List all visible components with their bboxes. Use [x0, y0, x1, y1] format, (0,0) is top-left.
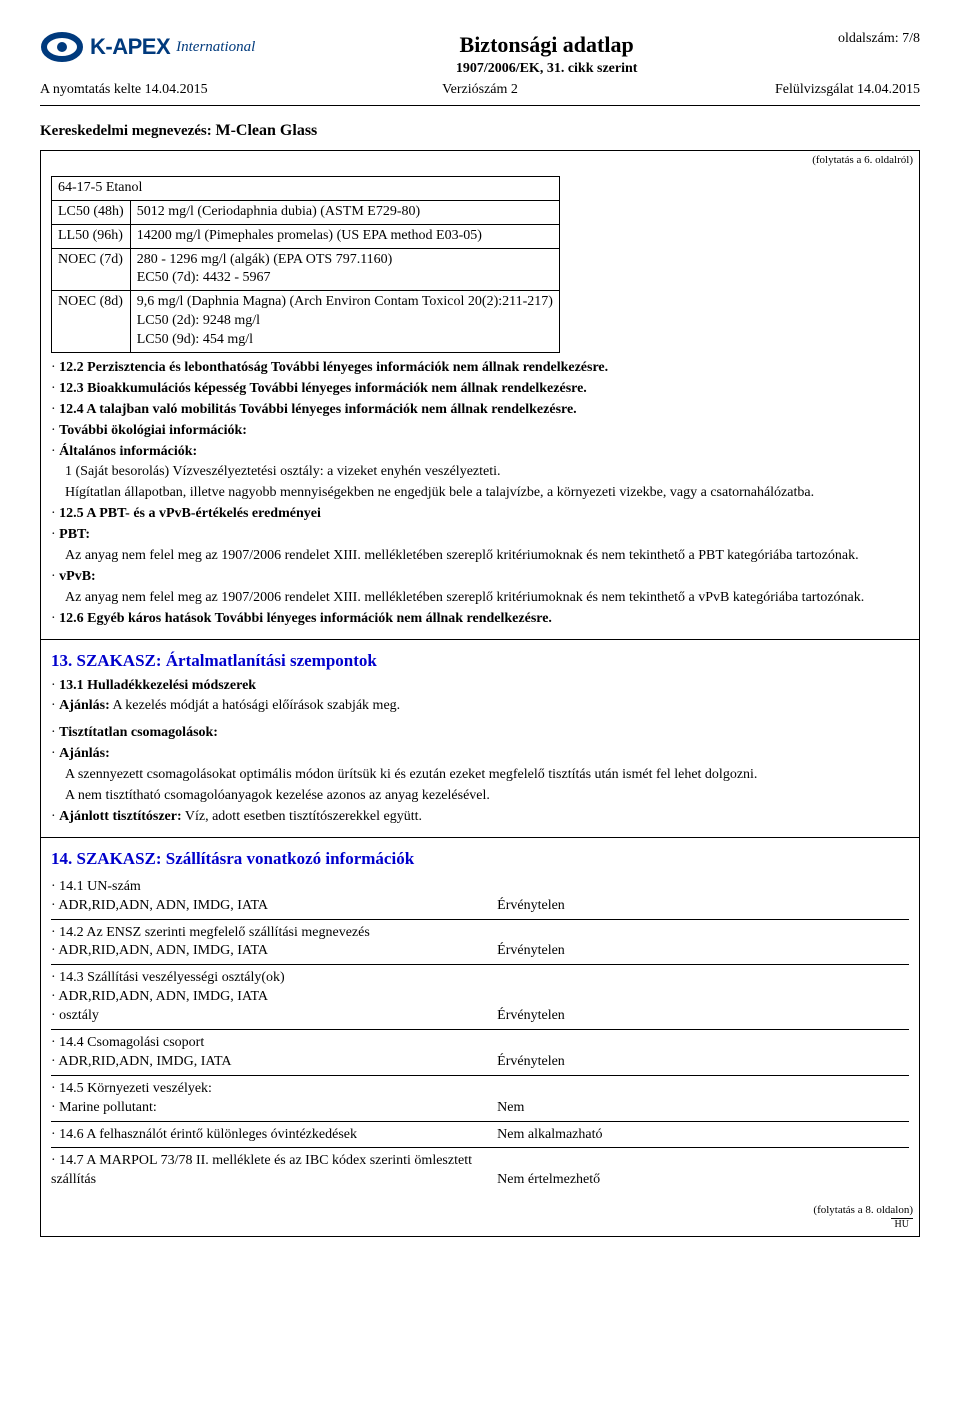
section-14-title: 14. SZAKASZ: Szállításra vonatkozó infor… [51, 848, 909, 871]
shipping-table: 14.1 UN-szám ADR,RID,ADN, ADN, IMDG, IAT… [51, 875, 909, 1193]
eco-label: További ökológiai információk: [59, 423, 247, 438]
pbt-label: PBT: [59, 527, 90, 542]
header-rule [40, 105, 920, 106]
tox-row: NOEC (8d) 9,6 mg/l (Daphnia Magna) (Arch… [52, 291, 560, 353]
rec-text: A kezelés módját a hatósági előírások sz… [112, 698, 400, 713]
vpvb-label: vPvB: [59, 569, 96, 584]
p-12-6: 12.6 Egyéb káros hatások További lényege… [59, 611, 552, 626]
r144-v: Érvénytelen [497, 1029, 909, 1075]
revision: Felülvizsgálat 14.04.2015 [627, 81, 920, 100]
r141-v: Érvénytelen [497, 875, 909, 919]
r147-v: Nem értelmezhető [497, 1148, 909, 1193]
page-header: K-APEX International Biztonsági adatlap … [40, 30, 920, 79]
rec2a: A szennyezett csomagolásokat optimális m… [51, 766, 909, 785]
r144-l2: ADR,RID,ADN, IMDG, IATA [51, 1054, 231, 1069]
doc-title: Biztonsági adatlap [255, 30, 838, 60]
logo-main: K-APEX [90, 32, 170, 62]
vpvb-text: Az anyag nem felel meg az 1907/2006 rend… [51, 589, 909, 608]
tox-value: 14200 mg/l (Pimephales promelas) (US EPA… [130, 224, 559, 248]
clean-text: Víz, adott esetben tisztítószerekkel egy… [185, 809, 422, 824]
r143-v: Érvénytelen [497, 965, 909, 1030]
tox-value: 280 - 1296 mg/l (algák) (EPA OTS 797.116… [130, 248, 559, 291]
tox-table: 64-17-5 Etanol LC50 (48h) 5012 mg/l (Cer… [51, 176, 560, 353]
logo-sub: International [176, 37, 255, 57]
logo: K-APEX International [40, 30, 255, 64]
p-12-4: 12.4 A talajban való mobilitás További l… [59, 402, 577, 417]
r141-l1: 14.1 UN-szám [51, 879, 141, 894]
p-12-2: 12.2 Perzisztencia és lebonthatóság Tová… [59, 360, 608, 375]
p-13-1: 13.1 Hulladékkezelési módszerek [59, 678, 256, 693]
page-number: oldalszám: 7/8 [838, 30, 920, 49]
tox-endpoint: LL50 (96h) [52, 224, 131, 248]
tox-row: LC50 (48h) 5012 mg/l (Ceriodaphnia dubia… [52, 200, 560, 224]
r145-l1: 14.5 Környezeti veszélyek: [51, 1081, 212, 1096]
trade-value: M-Clean Glass [216, 122, 318, 139]
tox-endpoint: NOEC (8d) [52, 291, 131, 353]
trade-label: Kereskedelmi megnevezés: [40, 123, 212, 139]
r141-l2: ADR,RID,ADN, ADN, IMDG, IATA [51, 898, 268, 913]
tox-row: NOEC (7d) 280 - 1296 mg/l (algák) (EPA O… [52, 248, 560, 291]
section-12-body: 64-17-5 Etanol LC50 (48h) 5012 mg/l (Cer… [41, 168, 919, 639]
trade-name: Kereskedelmi megnevezés: M-Clean Glass [40, 120, 920, 142]
r146-v: Nem alkalmazható [497, 1121, 909, 1148]
tox-endpoint: NOEC (7d) [52, 248, 131, 291]
pack-label: Tisztítatlan csomagolások: [59, 725, 218, 740]
gen-label: Általános információk: [59, 444, 197, 459]
content-frame: (folytatás a 6. oldalról) 64-17-5 Etanol… [40, 150, 920, 1236]
r145-v: Nem [497, 1075, 909, 1121]
title-block: Biztonsági adatlap 1907/2006/EK, 31. cik… [255, 30, 838, 79]
section-13: 13. SZAKASZ: Ártalmatlanítási szempontok… [41, 640, 919, 837]
r142-l2: ADR,RID,ADN, ADN, IMDG, IATA [51, 943, 268, 958]
tox-endpoint: LC50 (48h) [52, 200, 131, 224]
page: K-APEX International Biztonsági adatlap … [0, 0, 960, 1277]
pbt-text: Az anyag nem felel meg az 1907/2006 rend… [51, 547, 909, 566]
gen-2: Hígítatlan állapotban, illetve nagyobb m… [51, 484, 909, 503]
rec-label: Ajánlás: [59, 698, 110, 713]
print-date: A nyomtatás kelte 14.04.2015 [40, 81, 333, 100]
r145-l2: Marine pollutant: [51, 1100, 157, 1115]
tox-value: 5012 mg/l (Ceriodaphnia dubia) (ASTM E72… [130, 200, 559, 224]
rec2b: A nem tisztítható csomagolóanyagok kezel… [51, 787, 909, 806]
r144-l1: 14.4 Csomagolási csoport [51, 1035, 204, 1050]
section-13-title: 13. SZAKASZ: Ártalmatlanítási szempontok [51, 650, 909, 673]
p-12-3: 12.3 Bioakkumulációs képesség További lé… [59, 381, 587, 396]
gen-1: 1 (Saját besorolás) Vízveszélyeztetési o… [51, 463, 909, 482]
lang-code: HU [41, 1218, 919, 1236]
doc-subtitle: 1907/2006/EK, 31. cikk szerint [255, 60, 838, 79]
version: Verziószám 2 [333, 81, 626, 100]
tox-row: LL50 (96h) 14200 mg/l (Pimephales promel… [52, 224, 560, 248]
r146-l1: 14.6 A felhasználót érintő különleges óv… [51, 1127, 357, 1142]
logo-icon [40, 30, 84, 64]
meta-row: A nyomtatás kelte 14.04.2015 Verziószám … [40, 81, 920, 100]
tox-value: 9,6 mg/l (Daphnia Magna) (Arch Environ C… [130, 291, 559, 353]
clean-label: Ajánlott tisztítószer: [59, 809, 181, 824]
p-12-5: 12.5 A PBT- és a vPvB-értékelés eredmény… [59, 506, 321, 521]
r143-l3: osztály [51, 1008, 99, 1023]
continued-to: (folytatás a 8. oldalon) [41, 1201, 919, 1218]
continued-from: (folytatás a 6. oldalról) [41, 151, 919, 168]
body-12: 12.2 Perzisztencia és lebonthatóság Tová… [51, 359, 909, 629]
rec2-label: Ajánlás: [59, 746, 110, 761]
r147-l1: 14.7 A MARPOL 73/78 II. melléklete és az… [51, 1153, 472, 1187]
r143-l1: 14.3 Szállítási veszélyességi osztály(ok… [51, 970, 285, 985]
r143-l2: ADR,RID,ADN, ADN, IMDG, IATA [51, 989, 268, 1004]
r142-l1: 14.2 Az ENSZ szerinti megfelelő szállítá… [51, 925, 370, 940]
tox-block: 64-17-5 Etanol LC50 (48h) 5012 mg/l (Cer… [51, 176, 909, 353]
tox-substance: 64-17-5 Etanol [52, 176, 560, 200]
r142-v: Érvénytelen [497, 919, 909, 965]
section-14: 14. SZAKASZ: Szállításra vonatkozó infor… [41, 838, 919, 1201]
